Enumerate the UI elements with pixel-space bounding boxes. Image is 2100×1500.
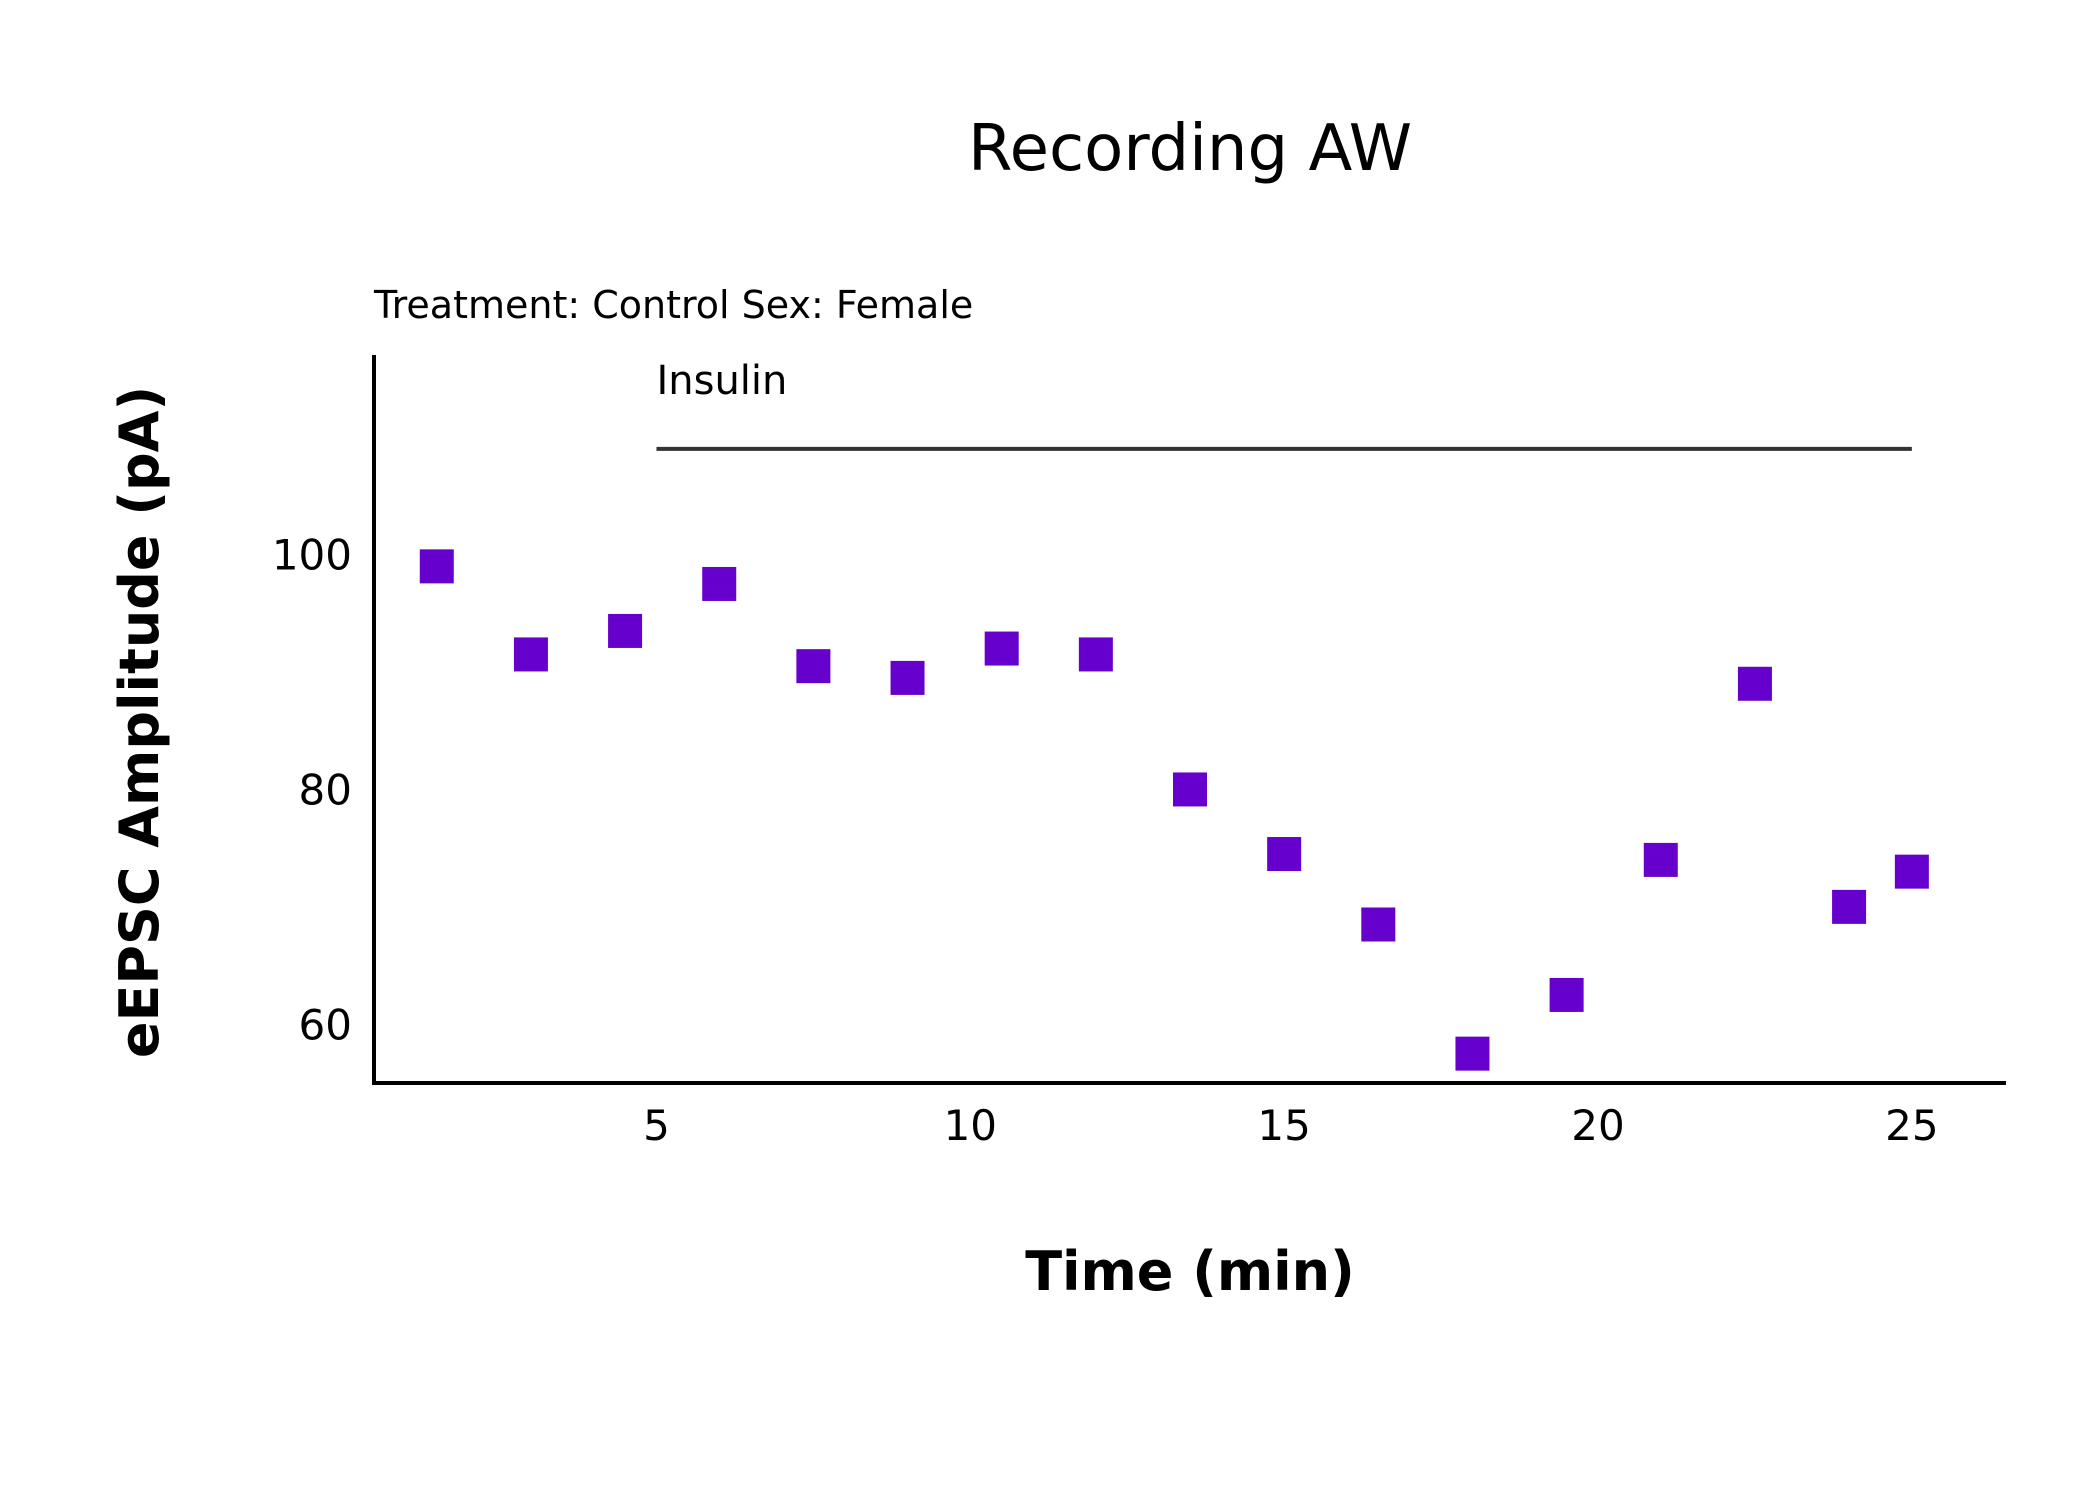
data-point xyxy=(1737,666,1772,701)
x-tick-label: 5 xyxy=(643,1101,670,1150)
data-point xyxy=(1549,977,1584,1012)
data-point xyxy=(890,660,925,695)
y-tick-label: 60 xyxy=(299,1000,352,1049)
chart-title: Recording AW xyxy=(968,112,1412,186)
x-tick-label: 25 xyxy=(1885,1101,1938,1150)
annotations: Insulin xyxy=(656,358,1912,451)
x-tick-label: 20 xyxy=(1571,1101,1624,1150)
chart-subtitle: Treatment: Control Sex: Female xyxy=(373,283,973,327)
y-tick-label: 80 xyxy=(299,765,352,814)
data-point xyxy=(1832,889,1867,924)
data-point xyxy=(1078,637,1113,672)
data-point xyxy=(1643,842,1678,877)
data-points xyxy=(419,549,1929,1071)
y-axis-label: eEPSC Amplitude (pA) xyxy=(108,386,171,1058)
data-point xyxy=(608,613,643,648)
data-point xyxy=(513,637,548,672)
data-point xyxy=(984,631,1019,666)
data-point xyxy=(419,549,454,584)
x-tick-labels: 5 10 15 20 25 xyxy=(643,1101,1938,1150)
data-point xyxy=(1455,1036,1490,1071)
data-point xyxy=(1173,772,1207,807)
insulin-label: Insulin xyxy=(656,358,787,404)
data-point xyxy=(1361,907,1396,942)
data-point xyxy=(1267,837,1302,872)
x-tick-label: 15 xyxy=(1257,1101,1310,1150)
y-tick-labels: 60 80 100 xyxy=(272,531,352,1050)
data-point xyxy=(702,566,737,601)
x-axis-label: Time (min) xyxy=(1025,1240,1355,1303)
x-tick-label: 10 xyxy=(944,1101,997,1150)
y-tick-label: 100 xyxy=(272,531,352,580)
data-point xyxy=(1894,854,1929,889)
data-point xyxy=(796,649,831,684)
